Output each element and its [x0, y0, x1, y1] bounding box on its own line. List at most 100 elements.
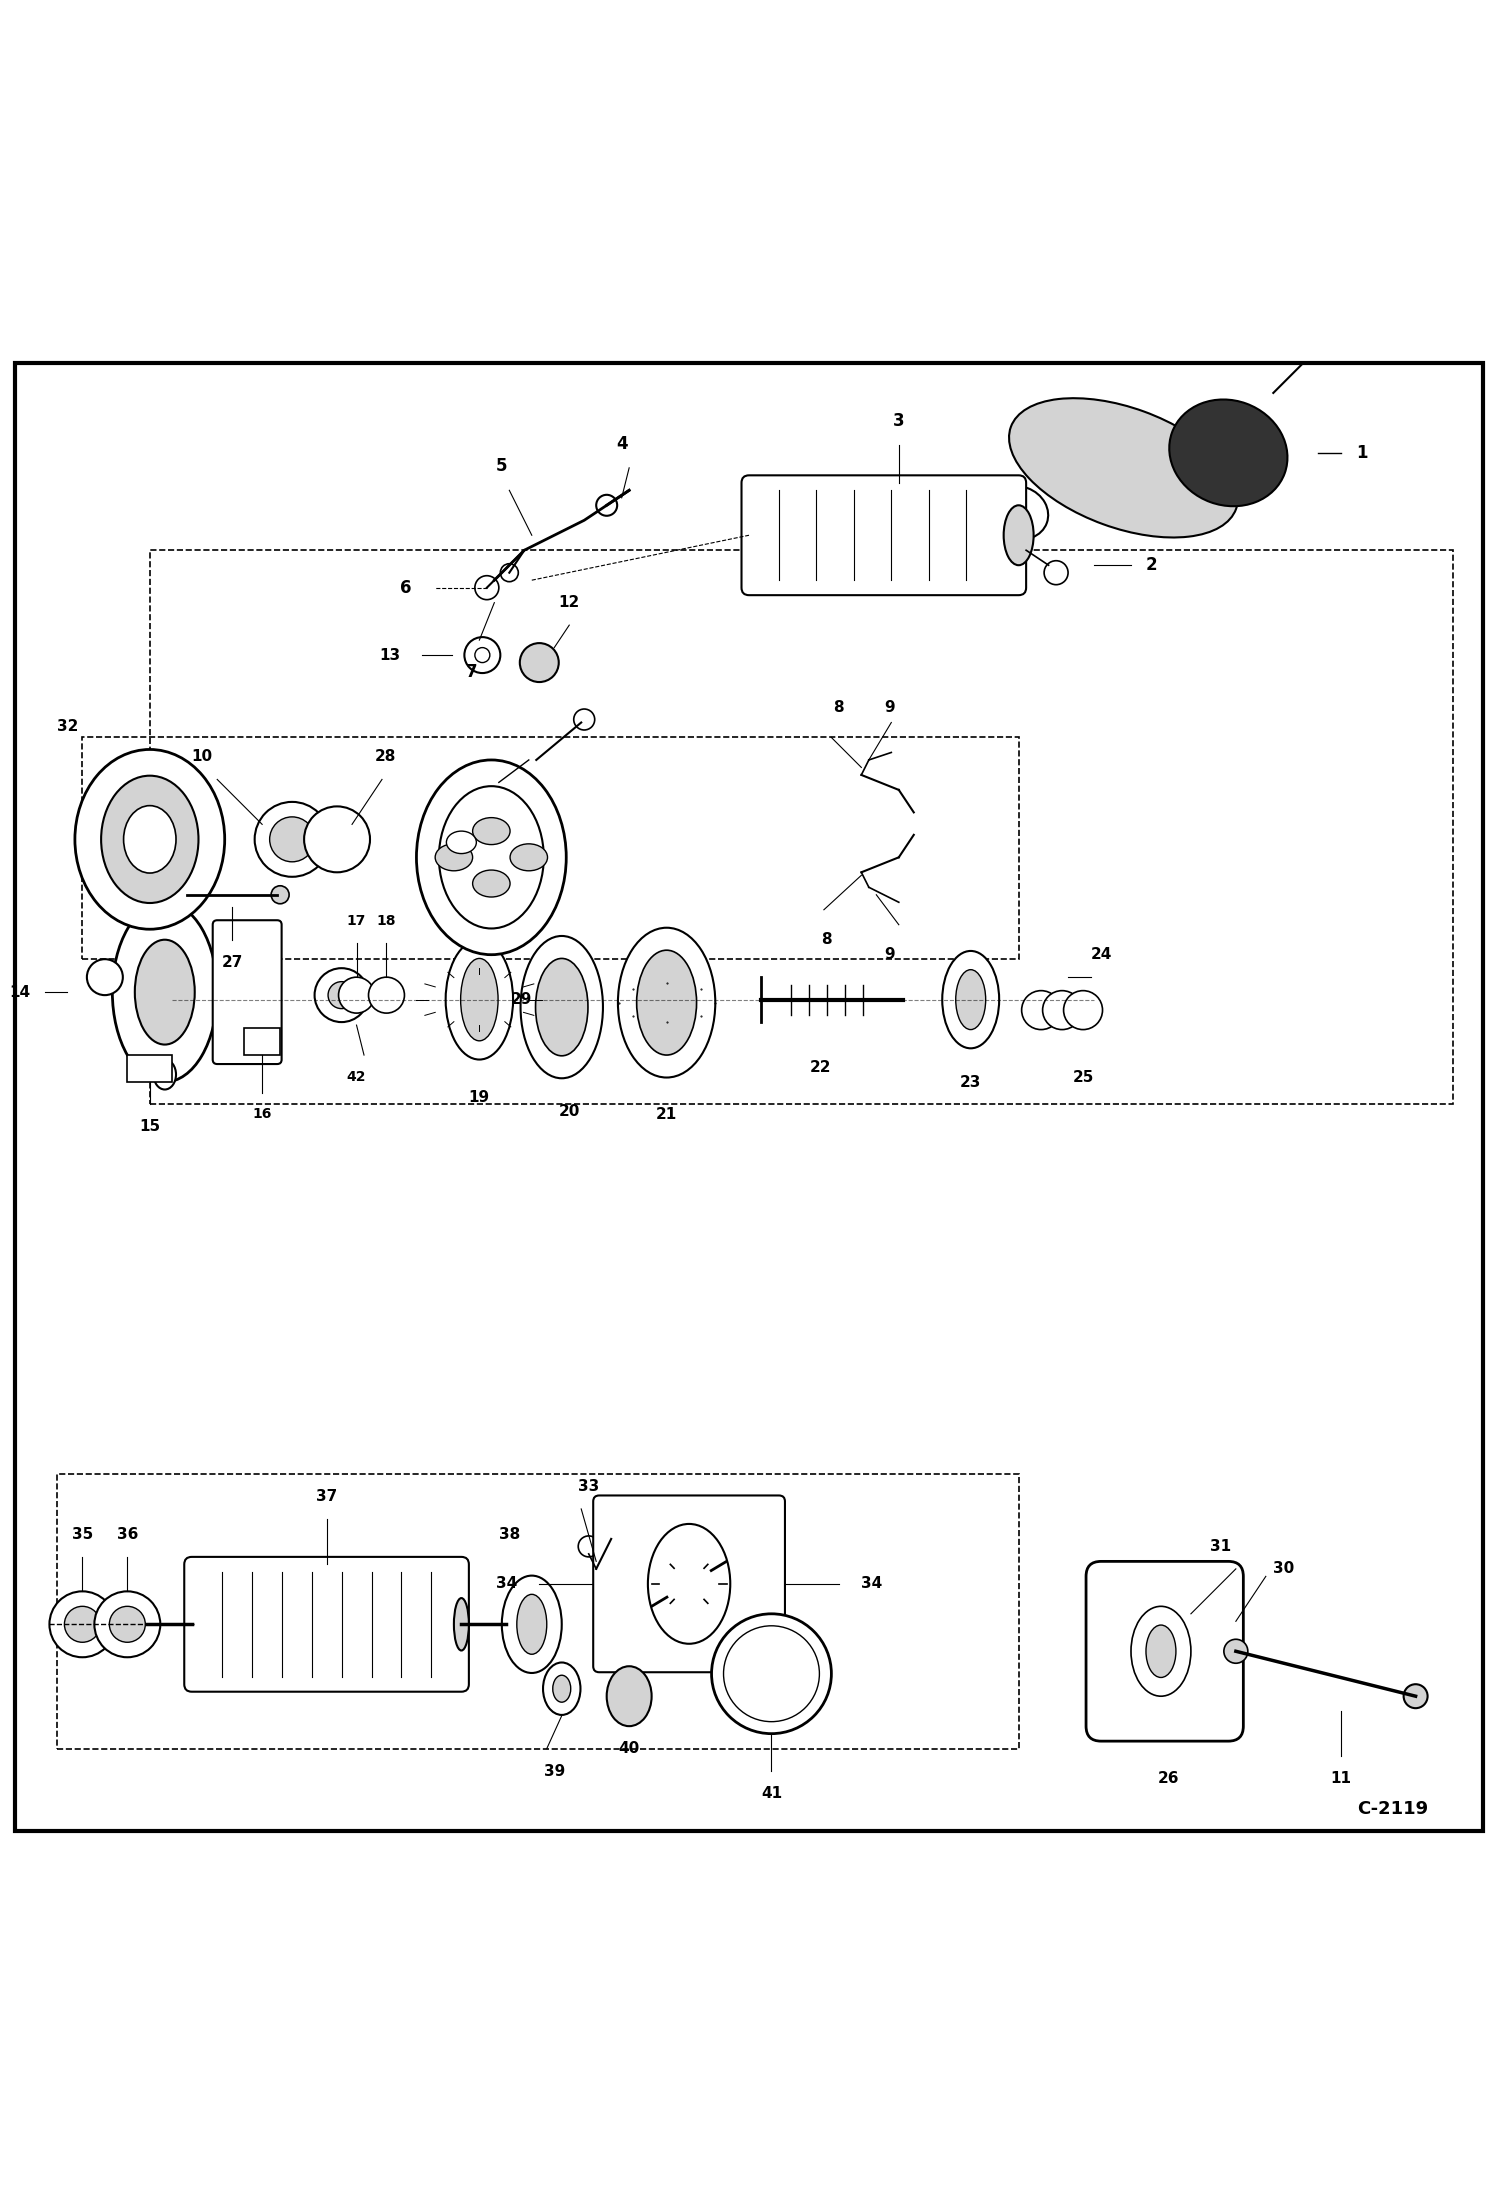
- Circle shape: [304, 807, 370, 873]
- Circle shape: [1224, 1639, 1248, 1663]
- FancyBboxPatch shape: [1086, 1562, 1243, 1742]
- Text: 39: 39: [544, 1764, 565, 1779]
- Ellipse shape: [446, 832, 476, 853]
- Text: 37: 37: [316, 1490, 337, 1505]
- Ellipse shape: [102, 777, 198, 904]
- Ellipse shape: [75, 750, 225, 930]
- Text: 8: 8: [833, 700, 845, 715]
- Ellipse shape: [509, 845, 548, 871]
- Text: 3: 3: [893, 412, 905, 430]
- Text: 30: 30: [1273, 1562, 1294, 1575]
- Ellipse shape: [956, 970, 986, 1029]
- Bar: [57, 1474, 1019, 1749]
- Circle shape: [578, 1536, 599, 1558]
- Text: 28: 28: [374, 750, 395, 764]
- Ellipse shape: [517, 1595, 547, 1654]
- Circle shape: [475, 575, 499, 599]
- Text: 15: 15: [139, 1119, 160, 1134]
- Text: 6: 6: [400, 579, 412, 597]
- Circle shape: [255, 801, 330, 878]
- Text: 7: 7: [466, 663, 478, 680]
- Circle shape: [724, 1626, 819, 1722]
- Ellipse shape: [637, 950, 697, 1055]
- Circle shape: [464, 636, 500, 674]
- Text: 25: 25: [1073, 1071, 1094, 1086]
- Ellipse shape: [1146, 1626, 1176, 1678]
- Circle shape: [328, 981, 355, 1009]
- Circle shape: [712, 1615, 831, 1733]
- Circle shape: [1404, 1685, 1428, 1709]
- Ellipse shape: [617, 928, 716, 1077]
- Ellipse shape: [154, 895, 177, 924]
- Text: 16: 16: [253, 1108, 271, 1121]
- Circle shape: [369, 976, 404, 1014]
- Ellipse shape: [502, 1575, 562, 1674]
- Circle shape: [596, 496, 617, 516]
- Ellipse shape: [1004, 505, 1034, 566]
- Circle shape: [315, 968, 369, 1022]
- Text: 34: 34: [496, 1575, 517, 1591]
- Circle shape: [64, 1606, 100, 1643]
- Text: 31: 31: [1210, 1538, 1231, 1553]
- Text: 9: 9: [884, 948, 894, 963]
- Circle shape: [1064, 992, 1103, 1029]
- Circle shape: [574, 709, 595, 731]
- Circle shape: [1044, 562, 1068, 584]
- Circle shape: [109, 1606, 145, 1643]
- Circle shape: [1022, 992, 1061, 1029]
- Ellipse shape: [472, 818, 509, 845]
- FancyBboxPatch shape: [593, 1496, 785, 1672]
- Circle shape: [49, 1591, 115, 1656]
- Ellipse shape: [472, 871, 509, 897]
- Text: 24: 24: [1091, 948, 1112, 963]
- Text: 21: 21: [656, 1108, 677, 1123]
- FancyBboxPatch shape: [742, 476, 1026, 595]
- Text: 19: 19: [469, 1090, 490, 1104]
- Text: 20: 20: [559, 1104, 580, 1119]
- Text: 38: 38: [499, 1527, 520, 1542]
- Text: 4: 4: [616, 434, 628, 452]
- Ellipse shape: [123, 805, 177, 873]
- Text: 22: 22: [810, 1060, 831, 1075]
- Ellipse shape: [942, 950, 999, 1049]
- Text: 12: 12: [559, 595, 580, 610]
- Ellipse shape: [461, 959, 497, 1040]
- Ellipse shape: [439, 785, 544, 928]
- Ellipse shape: [956, 511, 992, 544]
- Text: 18: 18: [376, 913, 397, 928]
- Text: 13: 13: [379, 647, 400, 663]
- Text: 14: 14: [9, 985, 30, 1000]
- Circle shape: [1043, 992, 1082, 1029]
- Ellipse shape: [553, 1676, 571, 1703]
- FancyBboxPatch shape: [213, 919, 282, 1064]
- Text: 42: 42: [346, 1071, 367, 1084]
- Text: 8: 8: [821, 932, 831, 948]
- Circle shape: [500, 564, 518, 581]
- Ellipse shape: [647, 1525, 731, 1643]
- Circle shape: [271, 886, 289, 904]
- Text: 2: 2: [1146, 557, 1158, 575]
- Ellipse shape: [1170, 399, 1287, 507]
- Text: 5: 5: [496, 456, 508, 476]
- Ellipse shape: [434, 845, 473, 871]
- Bar: [150, 551, 1453, 1104]
- Ellipse shape: [454, 1597, 469, 1650]
- Ellipse shape: [607, 1665, 652, 1727]
- Ellipse shape: [542, 1663, 581, 1716]
- Circle shape: [94, 1591, 160, 1656]
- Text: 17: 17: [348, 913, 366, 928]
- Text: 1: 1: [1356, 443, 1368, 463]
- Text: 36: 36: [117, 1527, 138, 1542]
- Ellipse shape: [112, 902, 217, 1082]
- Ellipse shape: [1131, 1606, 1191, 1696]
- Circle shape: [87, 959, 123, 996]
- Text: 26: 26: [1158, 1771, 1179, 1786]
- Circle shape: [520, 643, 559, 682]
- Text: 29: 29: [511, 992, 532, 1007]
- Text: 27: 27: [222, 954, 243, 970]
- Text: 23: 23: [960, 1075, 981, 1090]
- Ellipse shape: [1010, 397, 1237, 538]
- Text: 35: 35: [72, 1527, 93, 1542]
- Circle shape: [339, 976, 374, 1014]
- Bar: [244, 1029, 280, 1055]
